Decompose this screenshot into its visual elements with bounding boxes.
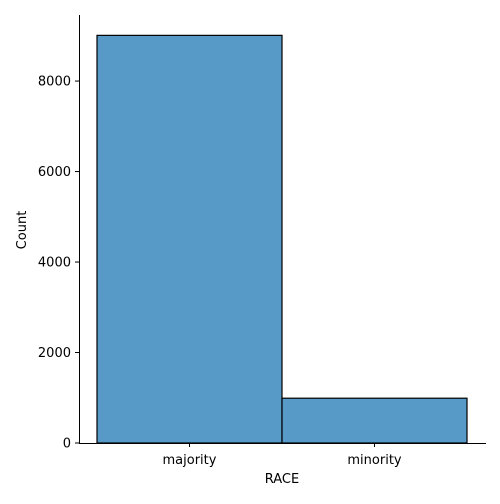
y-tick-label: 6000 [38, 165, 71, 180]
y-axis-label: Count [15, 211, 30, 250]
x-ticks-group: majority minority [163, 443, 402, 468]
y-tick-label: 4000 [38, 256, 71, 271]
y-tick-label: 8000 [38, 75, 71, 90]
y-axis: 0 2000 4000 6000 8000 [38, 15, 80, 452]
x-tick-label: majority [163, 453, 217, 468]
x-axis-label: RACE [265, 472, 299, 487]
y-tick-label: 2000 [38, 346, 71, 361]
y-tick-label: 0 [63, 437, 71, 452]
x-tick-label: minority [347, 453, 402, 468]
bar-minority [281, 397, 468, 444]
y-ticks-group: 0 2000 4000 6000 8000 [38, 75, 79, 452]
x-axis: majority minority [79, 443, 486, 468]
bars-group [96, 34, 468, 444]
bar-majority [96, 34, 283, 444]
